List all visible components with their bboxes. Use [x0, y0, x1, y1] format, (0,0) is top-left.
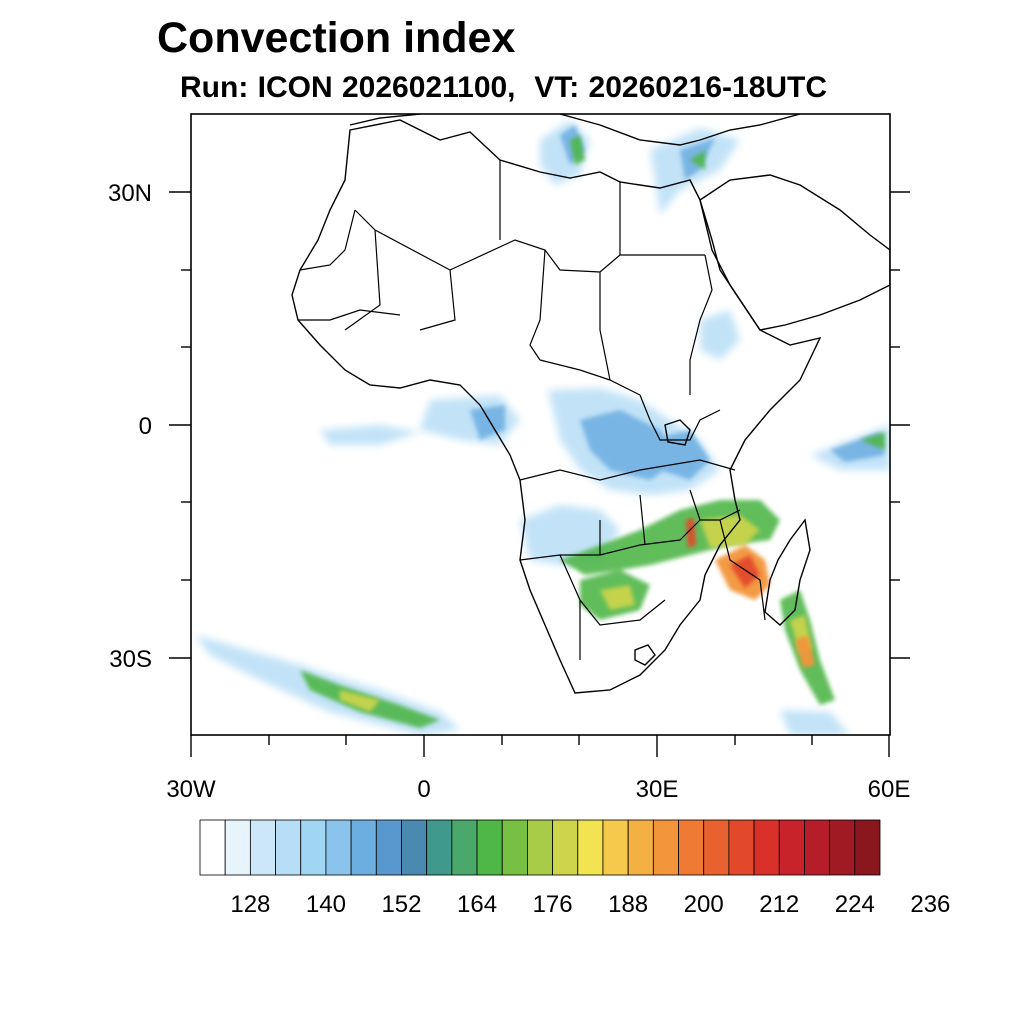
colorbar-swatch: [350, 819, 377, 876]
colorbar-swatch: [300, 819, 327, 876]
colorbar-swatch: [451, 819, 478, 876]
madagascar-coastline: [764, 518, 811, 626]
colorbar-label: 140: [306, 891, 346, 918]
vt-value: 20260216-18UTC: [588, 71, 828, 104]
colorbar-swatch: [778, 819, 805, 876]
lon-label-0: 0: [417, 776, 430, 803]
colorbar-swatch: [627, 819, 654, 876]
convection-field: [195, 120, 890, 735]
colorbar-swatch: [224, 819, 251, 876]
colorbar-swatch: [476, 819, 503, 876]
colorbar-swatch: [375, 819, 402, 876]
colorbar-swatch: [602, 819, 629, 876]
africa-coastline: [291, 119, 822, 694]
colorbar-label: 188: [608, 891, 648, 918]
lat-label-30s: 30S: [109, 646, 152, 673]
arabia-coastline: [699, 174, 890, 331]
colorbar-labels: 128 140 152 164 176 188 200 212 224 236: [230, 891, 950, 918]
vt-label: VT:: [534, 71, 580, 104]
coastlines: [291, 114, 890, 694]
colorbar-label: 128: [230, 891, 270, 918]
colorbar-label: 224: [835, 891, 875, 918]
colorbar-swatch: [249, 819, 276, 876]
colorbar-swatch: [804, 819, 831, 876]
country-borders: [298, 160, 766, 660]
colorbar-swatch: [527, 819, 553, 876]
lon-label-30e: 30E: [636, 776, 679, 803]
colorbar-label: 164: [457, 891, 497, 918]
colorbar-swatch: [753, 819, 780, 876]
run-value: ICON 2026021100,: [257, 71, 516, 104]
colorbar-swatch: [703, 819, 730, 876]
colorbar-label: 152: [381, 891, 421, 918]
colorbar-swatch: [275, 819, 302, 876]
colorbar-swatch: [199, 819, 226, 876]
map-area: [191, 114, 890, 735]
colorbar-swatch: [652, 819, 679, 876]
lake-victoria: [664, 419, 691, 446]
mediterranean-coast: [349, 114, 801, 146]
lon-label-60e: 60E: [868, 776, 911, 803]
colorbar-swatch: [426, 819, 453, 876]
lat-label-30n: 30N: [108, 180, 152, 207]
colorbar-label: 212: [759, 891, 799, 918]
map-title: Convection index: [157, 14, 516, 62]
colorbar-swatch: [401, 819, 428, 876]
axis-ticks: [169, 191, 910, 757]
colorbar-swatch: [552, 819, 579, 876]
colorbar-label: 236: [910, 891, 950, 918]
colorbar-swatch: [325, 819, 352, 876]
run-label: Run:: [180, 71, 249, 104]
colorbar-swatch: [577, 819, 604, 876]
lon-label-30w: 30W: [166, 776, 216, 803]
colorbar-swatch: [854, 819, 881, 876]
colorbar-swatch: [501, 819, 528, 876]
colorbar-label: 200: [684, 891, 724, 918]
colorbar-swatch: [678, 819, 705, 876]
lat-label-0: 0: [139, 413, 152, 440]
colorbar-swatch: [728, 819, 755, 876]
colorbar: [199, 819, 881, 876]
lesotho-border: [634, 644, 656, 666]
colorbar-swatch: [829, 819, 856, 876]
map-subtitle: Run: ICON 2026021100, VT: 20260216-18UTC: [180, 71, 827, 105]
colorbar-label: 176: [533, 891, 573, 918]
